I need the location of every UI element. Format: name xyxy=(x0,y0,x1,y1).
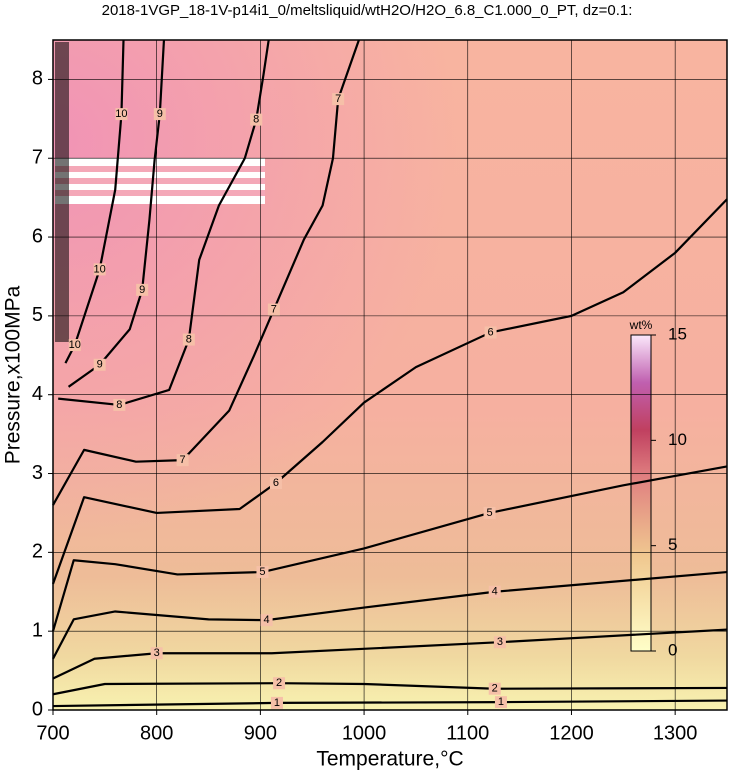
contour-label-bg xyxy=(256,566,269,579)
y-tick-label: 6 xyxy=(32,225,43,247)
contour-label-bg xyxy=(93,263,106,276)
x-tick-label: 700 xyxy=(36,722,69,744)
x-axis-label: Temperature,°C xyxy=(316,748,463,771)
contour-label-bg xyxy=(269,476,282,489)
contour-label-bg xyxy=(267,303,280,316)
contour-label: 7 xyxy=(271,303,277,315)
contour-label: 1 xyxy=(274,697,280,709)
y-tick-label: 7 xyxy=(32,147,43,169)
x-tick-label: 1100 xyxy=(446,722,489,744)
contour-label: 7 xyxy=(335,93,341,105)
contour-label-bg xyxy=(113,398,126,411)
colorbar-tick-label: 10 xyxy=(668,430,687,449)
colorbar xyxy=(630,334,652,652)
contour-label-bg xyxy=(273,677,286,690)
contour-label: 1 xyxy=(498,696,504,708)
contour-label: 5 xyxy=(259,566,265,578)
contour-label-bg xyxy=(115,108,128,121)
y-tick-label: 0 xyxy=(32,698,43,720)
contour-label-bg xyxy=(483,506,496,519)
contour-label-bg xyxy=(270,696,283,709)
contour-label: 9 xyxy=(139,284,145,296)
contour-label: 4 xyxy=(492,586,498,598)
contour-line xyxy=(52,699,728,708)
contour-line xyxy=(52,628,728,680)
chart-title: 2018-1VGP_18-1V-p14i1_0/meltsliquid/wtH2… xyxy=(102,2,633,19)
colorbar-label: wt% xyxy=(629,318,653,332)
contour-label: 8 xyxy=(253,114,259,126)
contour-label: 9 xyxy=(157,108,163,120)
y-tick-label: 5 xyxy=(32,304,43,326)
contour-label-bg xyxy=(153,108,166,121)
contour-line xyxy=(52,570,728,660)
contour-line xyxy=(52,682,728,696)
contour-label-bg xyxy=(250,113,263,126)
y-tick-label: 4 xyxy=(32,383,43,405)
contour-label-bg xyxy=(332,93,345,106)
contour-label-bg xyxy=(182,333,195,346)
colorbar-tick-label: 15 xyxy=(668,324,687,343)
x-tick-label: 1000 xyxy=(342,722,387,744)
x-tick-label: 900 xyxy=(244,722,277,744)
contour-line xyxy=(52,39,360,506)
contour-label-bg xyxy=(493,636,506,649)
contour-label: 6 xyxy=(488,326,494,338)
contour-label: 2 xyxy=(492,683,498,695)
x-tick-label: 1300 xyxy=(653,722,698,744)
y-tick-label: 3 xyxy=(32,462,43,484)
contour-label-bg xyxy=(494,696,507,709)
contour-label: 9 xyxy=(97,359,103,371)
contour-label: 10 xyxy=(94,263,106,275)
contour-label: 3 xyxy=(154,647,160,659)
contour-label-bg xyxy=(150,647,163,660)
contour-label-bg xyxy=(488,682,501,695)
contour-label-bg xyxy=(488,585,501,598)
contour-label: 4 xyxy=(264,614,270,626)
contour-label: 6 xyxy=(273,477,279,489)
contour-label: 8 xyxy=(116,399,122,411)
contour-line xyxy=(58,39,270,407)
contour-label-bg xyxy=(136,283,149,296)
contour-label: 10 xyxy=(69,339,81,351)
contour-label: 8 xyxy=(186,333,192,345)
contour-label-bg xyxy=(484,326,497,339)
contour-label: 3 xyxy=(497,636,503,648)
contour-label: 5 xyxy=(486,507,492,519)
artifact xyxy=(55,42,265,342)
contour-label-bg xyxy=(176,454,189,467)
colorbar-tick-label: 5 xyxy=(668,535,677,554)
x-tick-label: 800 xyxy=(140,722,173,744)
plot-frame xyxy=(52,39,728,711)
contour-line xyxy=(51,198,728,585)
x-tick-label: 1200 xyxy=(549,722,594,744)
contour-label-bg xyxy=(93,358,106,371)
contour-label-bg xyxy=(68,339,81,352)
contour-label: 2 xyxy=(276,677,282,689)
contour-label-bg xyxy=(260,614,273,627)
y-axis-label: Pressure,x100MPa xyxy=(2,285,25,464)
contour-label: 10 xyxy=(115,108,127,120)
colorbar-tick-label: 0 xyxy=(668,640,677,659)
y-tick-label: 8 xyxy=(32,68,43,90)
y-tick-label: 1 xyxy=(32,619,43,641)
contour-label: 7 xyxy=(180,454,186,466)
plot-shading xyxy=(53,40,727,710)
y-tick-label: 2 xyxy=(32,541,43,563)
